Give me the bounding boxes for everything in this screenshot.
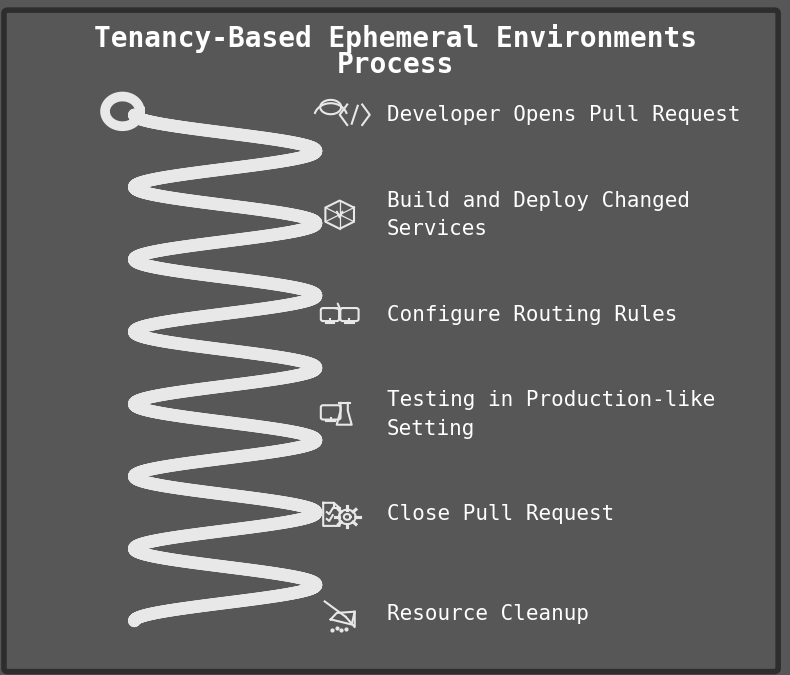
Text: Resource Cleanup: Resource Cleanup [387,604,589,624]
Text: Tenancy-Based Ephemeral Environments: Tenancy-Based Ephemeral Environments [93,24,697,53]
Text: Services: Services [387,219,488,239]
Text: Configure Routing Rules: Configure Routing Rules [387,304,678,325]
FancyBboxPatch shape [4,10,778,672]
Text: Process: Process [337,51,453,78]
Text: Close Pull Request: Close Pull Request [387,504,615,524]
Text: Setting: Setting [387,418,476,439]
Text: Testing in Production-like: Testing in Production-like [387,390,716,410]
Text: Build and Deploy Changed: Build and Deploy Changed [387,190,690,211]
Text: Developer Opens Pull Request: Developer Opens Pull Request [387,105,740,125]
